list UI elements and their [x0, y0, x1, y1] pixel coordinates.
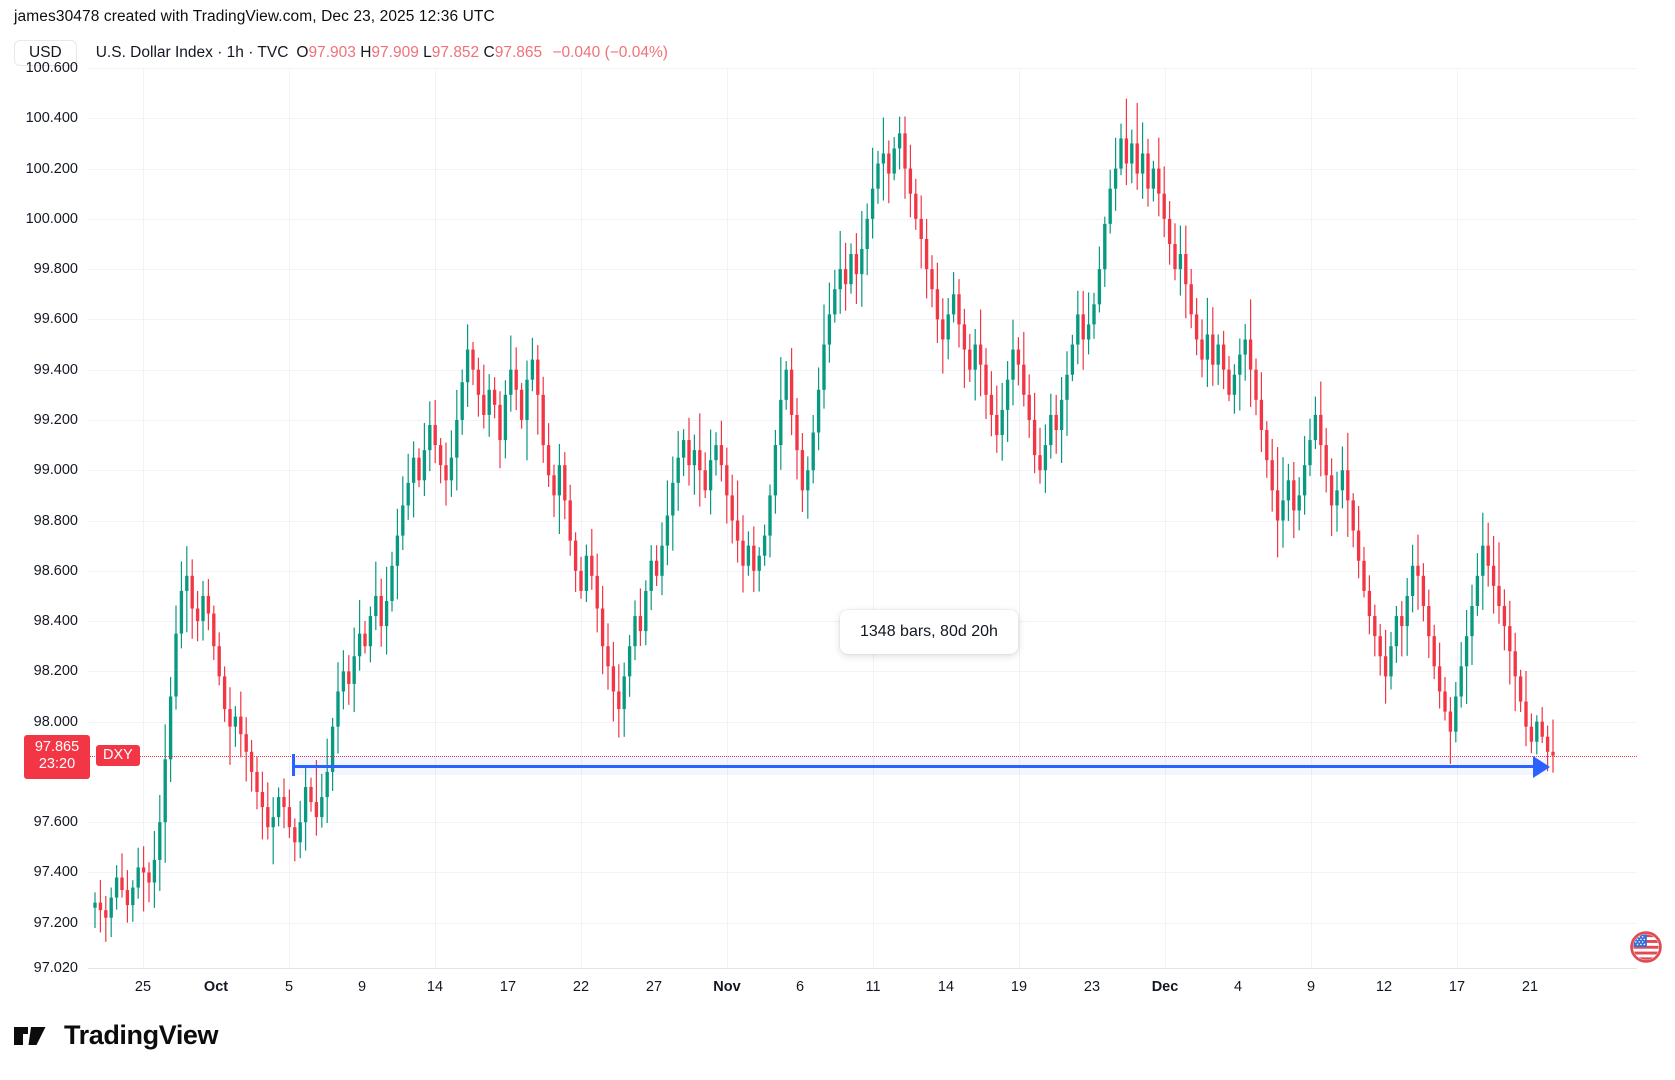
ohlc-open-key: O — [296, 44, 309, 61]
time-axis-label: 9 — [1306, 979, 1316, 995]
time-axis-label: 5 — [284, 979, 294, 995]
time-axis-label: 4 — [1233, 979, 1243, 995]
time-axis-label: 17 — [499, 979, 517, 995]
price-axis-label: 97.020 — [33, 960, 78, 976]
time-axis-line — [88, 968, 1637, 969]
grid-line-horizontal — [88, 370, 1637, 371]
price-axis-label: 97.400 — [33, 864, 78, 881]
grid-line-vertical — [727, 68, 728, 968]
current-price-time: 23:20 — [38, 756, 76, 773]
ohlc-close-key: C — [483, 44, 495, 61]
price-axis-label: 98.800 — [33, 512, 78, 529]
grid-line-vertical — [1311, 68, 1312, 968]
ohlc-high-key: H — [360, 44, 372, 61]
price-axis-label: 98.200 — [33, 663, 78, 680]
grid-line-horizontal — [88, 923, 1637, 924]
time-axis-label: 22 — [572, 979, 590, 995]
price-axis-label: 100.000 — [25, 210, 78, 227]
grid-line-vertical — [581, 68, 582, 968]
grid-line-horizontal — [88, 420, 1637, 421]
time-axis-label: 23 — [1083, 979, 1101, 995]
price-axis-label: 97.600 — [33, 814, 78, 831]
grid-line-vertical — [143, 68, 144, 968]
grid-line-horizontal — [88, 722, 1637, 723]
time-axis[interactable]: 25 Oct 5 9 14 17 22 27 Nov 6 11 14 19 23 Dec 4 9 12 17 21 — [88, 968, 1637, 1002]
price-axis-label: 99.400 — [33, 361, 78, 378]
candlestick-series — [93, 98, 1555, 942]
time-axis-month-label: Dec — [1151, 979, 1179, 995]
time-axis-month-label: Nov — [713, 979, 741, 995]
price-axis-label: 100.600 — [25, 60, 78, 76]
grid-line-vertical — [435, 68, 436, 968]
grid-line-horizontal — [88, 118, 1637, 119]
ohlc-high-value: 97.909 — [371, 44, 419, 61]
time-axis-label: 21 — [1521, 979, 1539, 995]
price-axis-label: 99.200 — [33, 411, 78, 428]
grid-line-horizontal — [88, 319, 1637, 320]
time-axis-label: 27 — [645, 979, 663, 995]
ohlc-values: O97.903 H97.909 L97.852 C97.865 −0.040 (… — [296, 44, 668, 62]
price-axis-label: 97.200 — [33, 914, 78, 931]
symbol-tag: DXY — [96, 744, 140, 767]
time-axis-label: 14 — [937, 979, 955, 995]
time-axis-label: 9 — [357, 979, 367, 995]
measure-tooltip: 1348 bars, 80d 20h — [840, 610, 1018, 654]
tradingview-logo-icon — [14, 1026, 46, 1045]
grid-line-vertical — [1457, 68, 1458, 968]
currency-badge[interactable]: USD — [14, 39, 77, 67]
price-axis-label: 98.000 — [33, 713, 78, 730]
ohlc-low-value: 97.852 — [431, 44, 480, 61]
time-axis-label: 17 — [1448, 979, 1466, 995]
current-price-value: 97.865 — [34, 738, 80, 755]
grid-line-horizontal — [88, 872, 1637, 873]
time-axis-label: 25 — [134, 979, 152, 995]
grid-line-horizontal — [88, 571, 1637, 572]
ohlc-low-key: L — [423, 44, 432, 61]
chart-plot-area[interactable]: 1348 bars, 80d 20h DXY — [88, 68, 1637, 968]
time-axis-month-label: Oct — [203, 979, 229, 995]
time-axis-label: 12 — [1375, 979, 1393, 995]
price-axis-label: 98.400 — [33, 613, 78, 630]
brand-name: TradingView — [64, 1020, 219, 1050]
time-axis-label: 11 — [865, 979, 881, 995]
price-axis-label: 100.200 — [25, 160, 78, 177]
grid-line-horizontal — [88, 822, 1637, 823]
grid-line-horizontal — [88, 169, 1637, 170]
price-axis-label: 99.800 — [33, 261, 78, 278]
time-axis-label: 14 — [426, 979, 444, 995]
grid-line-horizontal — [88, 521, 1637, 522]
price-axis-label: 99.000 — [33, 462, 78, 479]
footer-brand: TradingView — [14, 1020, 219, 1051]
price-change: −0.040 (−0.04%) — [552, 44, 668, 61]
grid-line-horizontal — [88, 470, 1637, 471]
time-axis-label: 19 — [1010, 979, 1028, 995]
credit-line: james30478 created with TradingView.com,… — [14, 8, 495, 25]
symbol-title[interactable]: U.S. Dollar Index · 1h · TVC — [95, 44, 289, 61]
grid-line-horizontal — [88, 219, 1637, 220]
ohlc-close-value: 97.865 — [494, 44, 543, 61]
current-price-badge: 97.865 23:20 — [24, 734, 90, 779]
measure-line[interactable] — [292, 764, 1538, 768]
ohlc-open-value: 97.903 — [308, 44, 356, 61]
price-axis-label: 99.600 — [33, 311, 78, 328]
grid-line-horizontal — [88, 671, 1637, 672]
grid-line-vertical — [1019, 68, 1020, 968]
grid-line-vertical — [873, 68, 874, 968]
price-axis-label: 100.400 — [25, 110, 78, 127]
time-axis-label: 6 — [795, 979, 805, 995]
current-price-line — [88, 755, 1637, 757]
price-axis[interactable]: 100.600 100.400 100.200 100.000 99.800 99.600… — [0, 60, 88, 976]
grid-line-vertical — [1165, 68, 1166, 968]
grid-line-vertical — [289, 68, 290, 968]
measure-arrowhead[interactable] — [1533, 755, 1550, 778]
grid-line-horizontal — [88, 68, 1637, 69]
chart-legend: USD U.S. Dollar Index · 1h · TVC O97.903… — [14, 38, 668, 68]
price-axis-label: 98.600 — [33, 562, 78, 579]
us-flag-icon — [1630, 931, 1662, 963]
